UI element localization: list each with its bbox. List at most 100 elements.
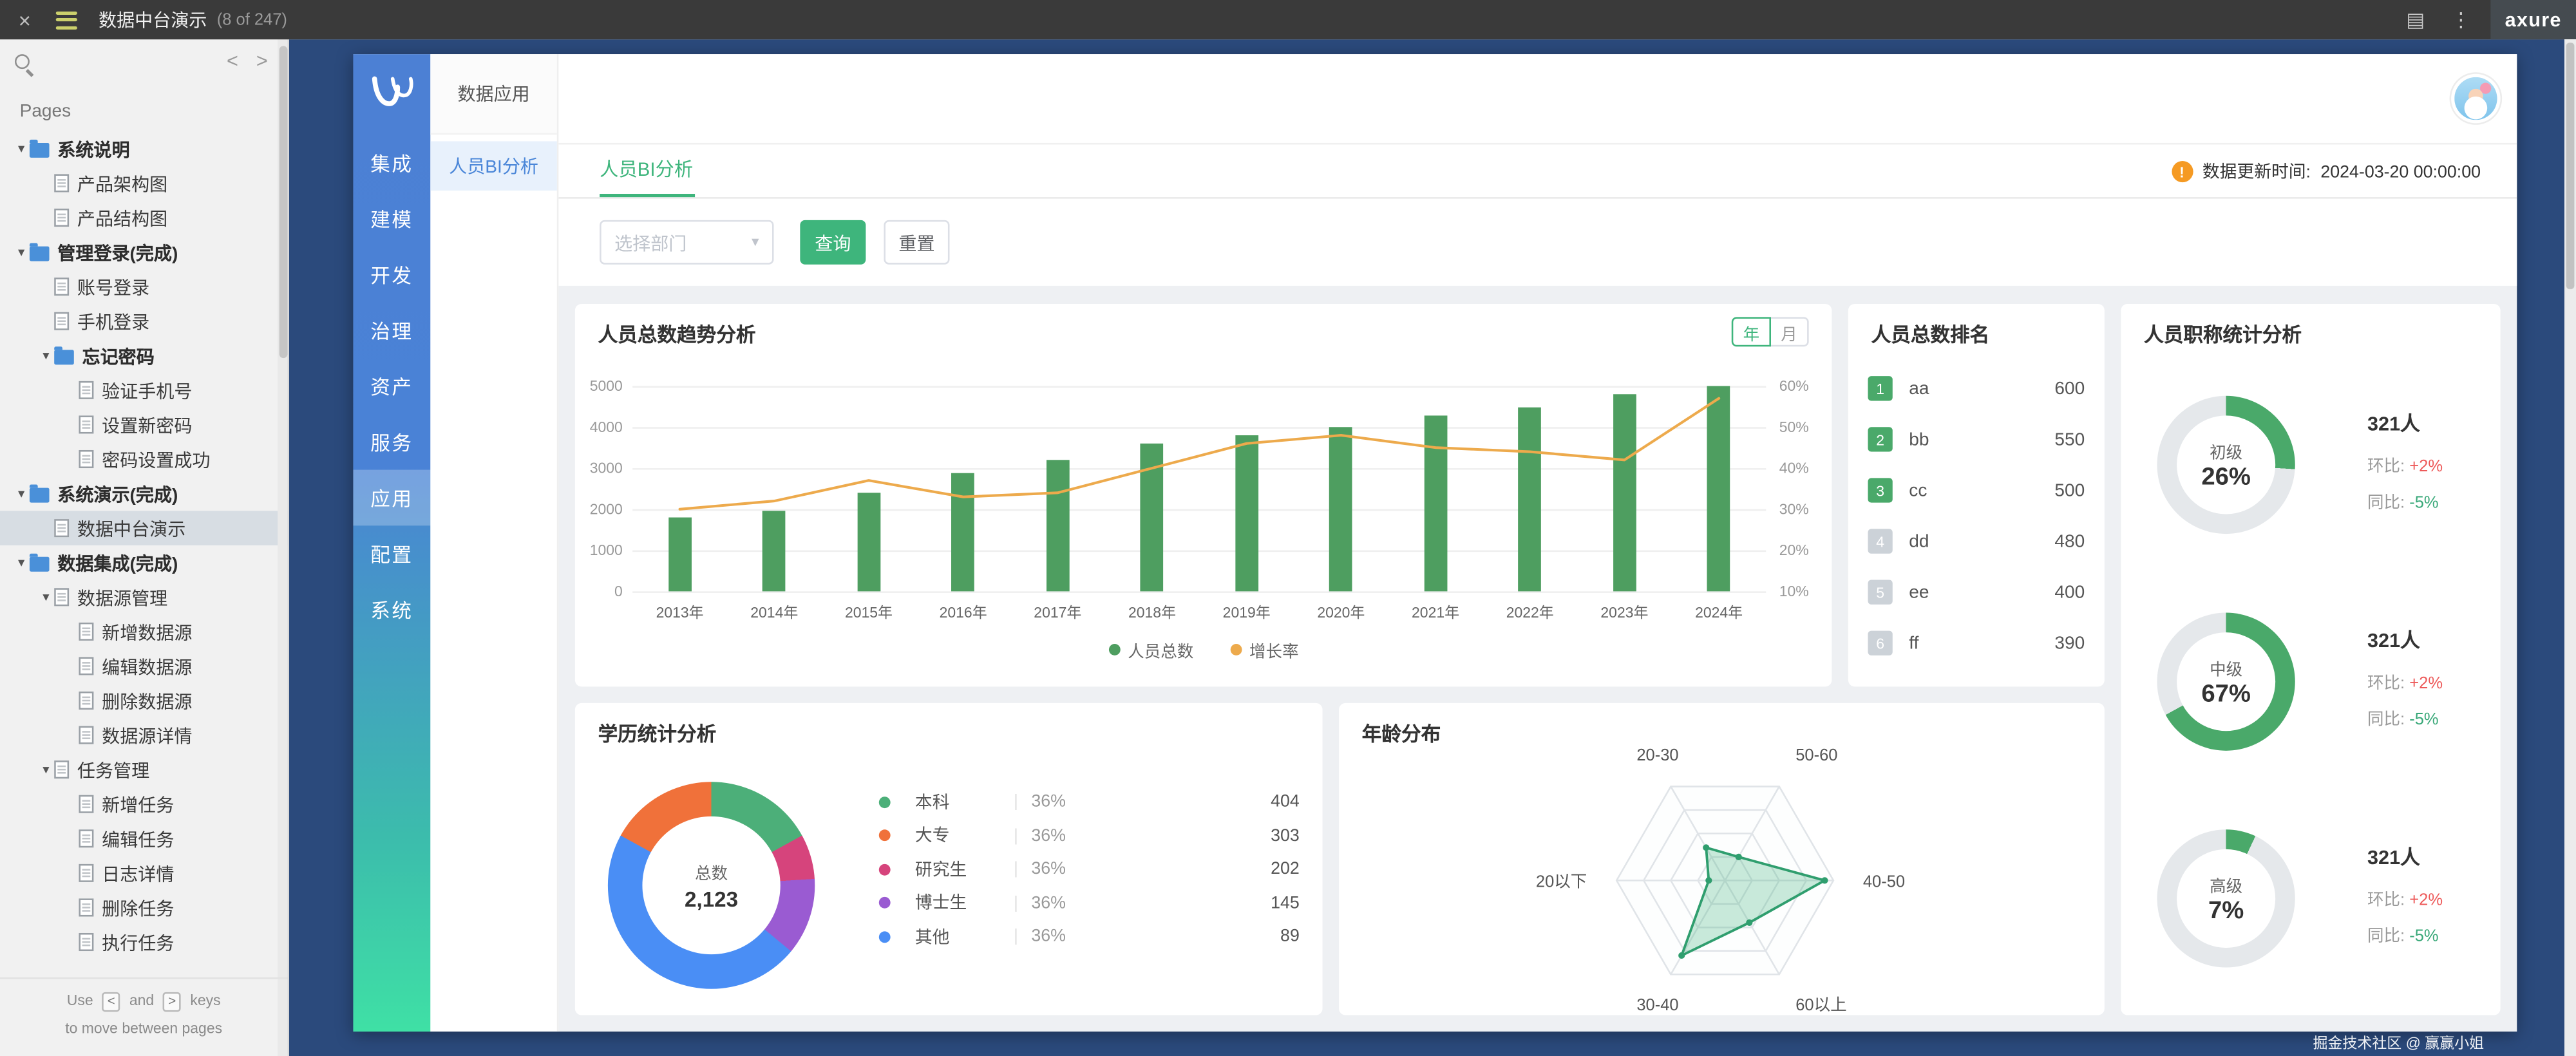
- appnav-item-集成[interactable]: 集成: [370, 151, 413, 175]
- app-logo[interactable]: [353, 71, 430, 113]
- tree-page[interactable]: 执行任务: [0, 925, 287, 959]
- tree-page[interactable]: 验证手机号: [0, 373, 287, 408]
- expand-arrow-icon[interactable]: ▾: [18, 486, 25, 502]
- tree-page[interactable]: 密码设置成功: [0, 442, 287, 476]
- appnav-item-应用[interactable]: 应用: [353, 469, 431, 526]
- donut-chart[interactable]: 初级 26%: [2157, 395, 2295, 534]
- tree-page[interactable]: 新增任务: [0, 787, 287, 822]
- bar[interactable]: [1046, 460, 1070, 592]
- bar[interactable]: [1707, 386, 1730, 592]
- tab-personnel-bi[interactable]: 人员BI分析: [600, 160, 694, 181]
- tree-page[interactable]: 账号登录: [0, 269, 287, 304]
- close-icon[interactable]: ×: [18, 7, 31, 32]
- ranking-row[interactable]: 3 cc 500: [1848, 465, 2105, 516]
- tree-page[interactable]: 设置新密码: [0, 408, 287, 442]
- axure-logo[interactable]: axure: [2490, 0, 2576, 40]
- expand-arrow-icon[interactable]: ▾: [18, 555, 25, 570]
- scrollbar-thumb[interactable]: [278, 46, 287, 359]
- donut-label: 高级: [2210, 878, 2243, 897]
- bar[interactable]: [1613, 394, 1636, 592]
- rank-name: bb: [1909, 429, 1929, 449]
- donut-label: 中级: [2210, 662, 2243, 681]
- bar[interactable]: [1235, 435, 1258, 592]
- legend-item-人员总数[interactable]: 人员总数: [1108, 637, 1193, 662]
- next-page-arrow[interactable]: >: [256, 49, 268, 73]
- tree-page[interactable]: 删除任务: [0, 891, 287, 925]
- tree-folder[interactable]: ▾ 系统演示(完成): [0, 476, 287, 511]
- tree-folder[interactable]: ▾ 忘记密码: [0, 339, 287, 373]
- legend-row[interactable]: 研究生 | 36% 202: [878, 853, 1300, 886]
- department-select[interactable]: 选择部门 ▾: [600, 220, 774, 265]
- ranking-row[interactable]: 2 bb 550: [1848, 414, 2105, 465]
- expand-arrow-icon[interactable]: ▾: [43, 589, 50, 605]
- toggle-year[interactable]: 年: [1731, 317, 1771, 347]
- ranking-row[interactable]: 4 dd 480: [1848, 516, 2105, 567]
- tree-page[interactable]: 产品结构图: [0, 200, 287, 235]
- reset-button[interactable]: 重置: [884, 220, 950, 265]
- search-icon[interactable]: [14, 54, 30, 70]
- donut-chart[interactable]: 高级 7%: [2157, 829, 2295, 968]
- tree-page[interactable]: 产品架构图: [0, 166, 287, 201]
- window-scrollbar-thumb[interactable]: [2566, 42, 2575, 289]
- tree-label: 设置新密码: [102, 416, 193, 437]
- user-avatar[interactable]: [2454, 77, 2497, 120]
- ranking-row[interactable]: 1 aa 600: [1848, 363, 2105, 414]
- tree-folder[interactable]: ▾ 管理登录(完成): [0, 235, 287, 270]
- donut-chart[interactable]: 中级 67%: [2157, 612, 2295, 751]
- tree-folder[interactable]: ▾ 系统说明: [0, 131, 287, 166]
- legend-divider: |: [1013, 792, 1018, 812]
- bar[interactable]: [762, 511, 786, 592]
- pages-panel-toggle-icon[interactable]: [55, 10, 77, 29]
- tree-page[interactable]: 编辑数据源: [0, 649, 287, 684]
- window-scrollbar[interactable]: [2564, 39, 2576, 1056]
- update-time-value: 2024-03-20 00:00:00: [2320, 162, 2481, 182]
- toggle-month[interactable]: 月: [1769, 317, 1809, 347]
- tree-page[interactable]: ▾ 任务管理: [0, 752, 287, 787]
- appnav-item-配置[interactable]: 配置: [370, 543, 413, 566]
- legend-row[interactable]: 其他 | 36% 89: [878, 920, 1300, 954]
- expand-arrow-icon[interactable]: ▾: [18, 245, 25, 260]
- ranking-row[interactable]: 5 ee 400: [1848, 567, 2105, 618]
- tree-page[interactable]: 编辑任务: [0, 822, 287, 856]
- sidebar-scrollbar[interactable]: [278, 39, 288, 1056]
- expand-arrow-icon[interactable]: ▾: [43, 762, 50, 777]
- kebab-menu-icon[interactable]: ⋮: [2451, 8, 2471, 32]
- appnav-item-开发[interactable]: 开发: [370, 263, 413, 287]
- expand-arrow-icon[interactable]: ▾: [43, 348, 50, 363]
- expand-arrow-icon[interactable]: ▾: [18, 141, 25, 156]
- bar[interactable]: [1518, 406, 1542, 592]
- appnav-item-服务[interactable]: 服务: [370, 431, 413, 455]
- bar[interactable]: [668, 517, 692, 592]
- bar[interactable]: [1141, 443, 1164, 592]
- education-donut-chart[interactable]: 总数 2,123: [607, 782, 815, 989]
- tree-page[interactable]: 日志详情: [0, 856, 287, 891]
- page-icon: [54, 278, 70, 296]
- submenu-item-personnel-bi[interactable]: 人员BI分析: [430, 141, 557, 191]
- key-left-icon: <: [102, 991, 120, 1012]
- bar[interactable]: [857, 493, 880, 592]
- tree-folder[interactable]: ▾ 数据集成(完成): [0, 545, 287, 580]
- legend-item-增长率[interactable]: 增长率: [1229, 637, 1299, 663]
- appnav-item-治理[interactable]: 治理: [370, 319, 413, 343]
- report-icon[interactable]: ▤: [2406, 8, 2425, 32]
- tree-page[interactable]: 手机登录: [0, 304, 287, 339]
- tree-page[interactable]: 新增数据源: [0, 614, 287, 649]
- search-button[interactable]: 查询: [800, 220, 866, 265]
- appnav-item-建模[interactable]: 建模: [370, 207, 413, 231]
- bar[interactable]: [1424, 415, 1447, 592]
- titlebar: × 数据中台演示 (8 of 247) ▤ ⋮ axure: [0, 0, 2576, 40]
- tree-page[interactable]: 删除数据源: [0, 683, 287, 718]
- legend-row[interactable]: 大专 | 36% 303: [878, 819, 1300, 853]
- appnav-item-资产[interactable]: 资产: [370, 375, 413, 399]
- tree-page[interactable]: 数据源详情: [0, 718, 287, 753]
- tree-page[interactable]: 数据中台演示: [0, 511, 288, 545]
- legend-label: 增长率: [1249, 643, 1299, 663]
- ranking-row[interactable]: 6 ff 390: [1848, 618, 2105, 668]
- bar[interactable]: [1329, 427, 1353, 592]
- legend-row[interactable]: 本科 | 36% 404: [878, 785, 1300, 818]
- tree-page[interactable]: ▾ 数据源管理: [0, 580, 287, 615]
- prev-page-arrow[interactable]: <: [226, 49, 238, 73]
- legend-row[interactable]: 博士生 | 36% 145: [878, 886, 1300, 919]
- appnav-item-系统[interactable]: 系统: [370, 598, 413, 622]
- bar[interactable]: [951, 472, 975, 592]
